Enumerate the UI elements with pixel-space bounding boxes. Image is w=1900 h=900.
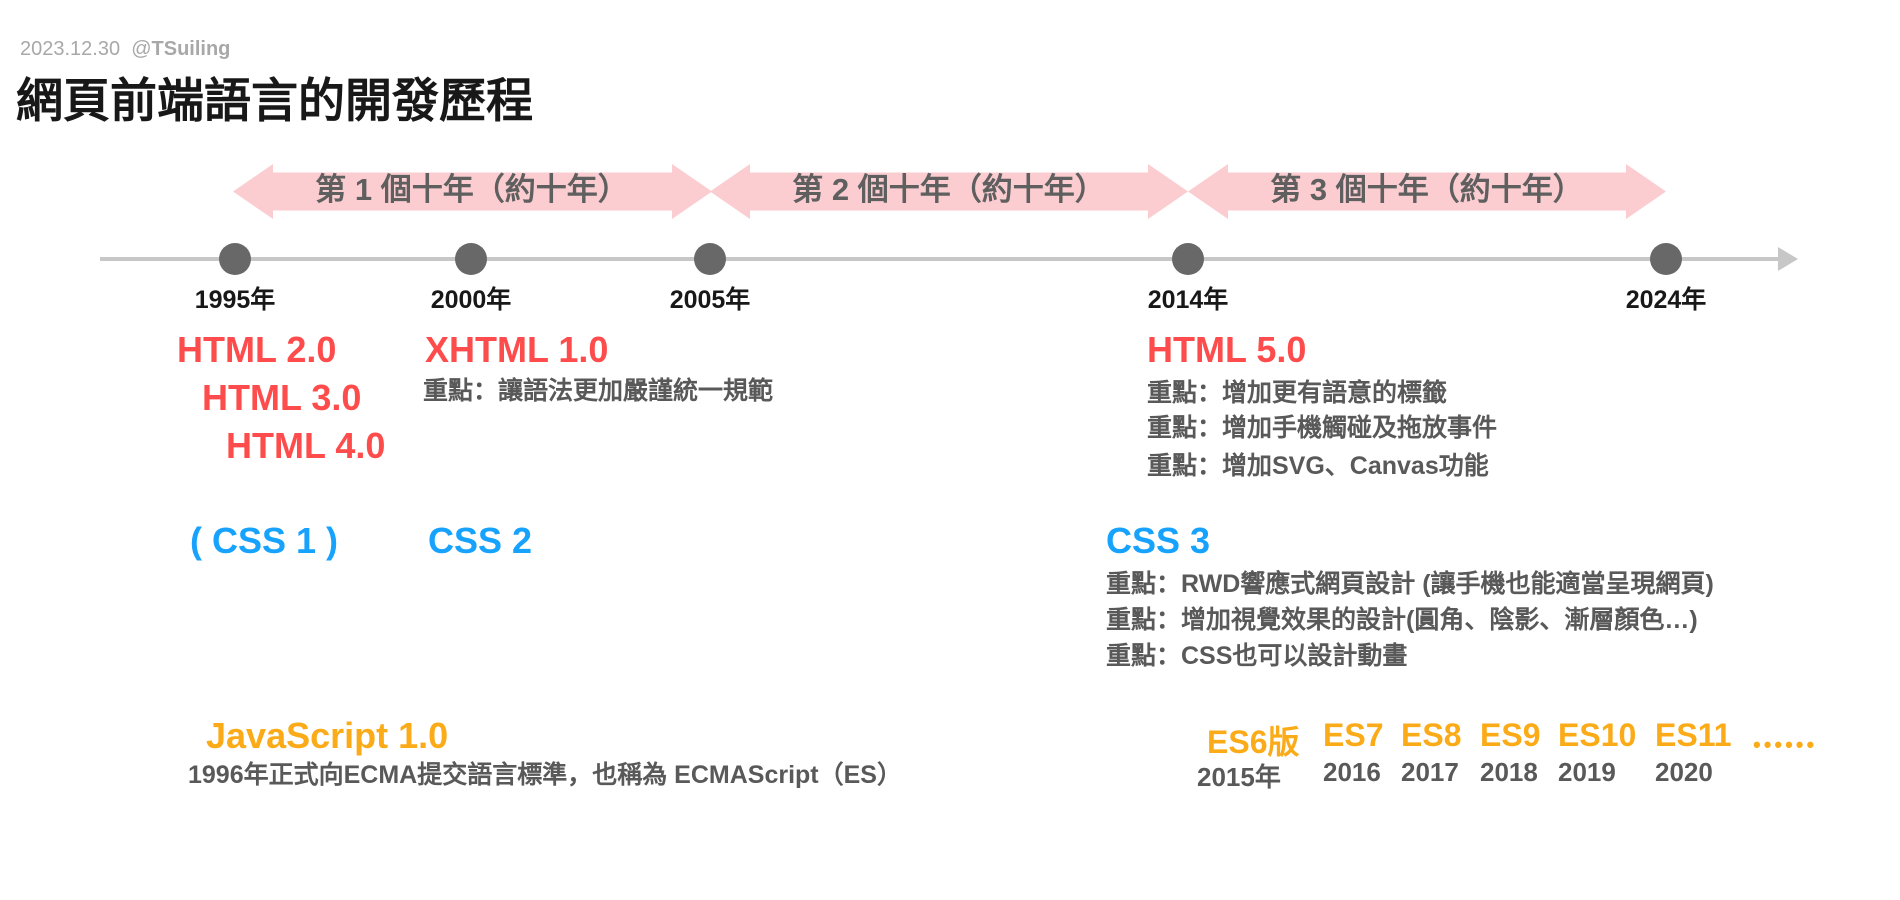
svg-text:第 1 個十年（約十年）: 第 1 個十年（約十年） (315, 172, 628, 207)
svg-text:第 3 個十年（約十年）: 第 3 個十年（約十年） (1270, 172, 1583, 207)
svg-text:第 2 個十年（約十年）: 第 2 個十年（約十年） (792, 172, 1105, 207)
